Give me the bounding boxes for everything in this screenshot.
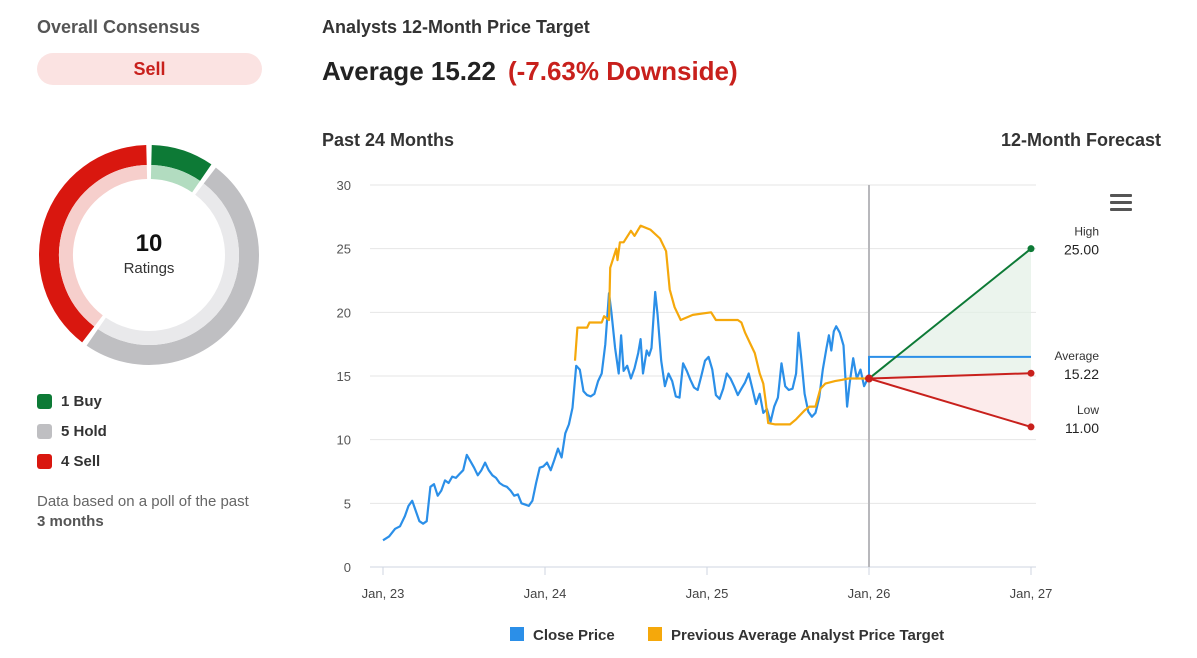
poll-note-text: Data based on a poll of the past bbox=[37, 493, 249, 510]
chart-legend-label-0: Close Price bbox=[533, 627, 615, 644]
series-line-1 bbox=[573, 224, 869, 426]
price-target-title: Analysts 12-Month Price Target bbox=[322, 17, 590, 37]
y-tick-label-2: 10 bbox=[337, 433, 351, 448]
chart-legend-swatch-1 bbox=[648, 627, 662, 641]
forecast-close-line bbox=[868, 355, 1031, 379]
donut-inner-segment-0 bbox=[150, 165, 201, 193]
y-tick-label-1: 5 bbox=[344, 496, 351, 511]
y-tick-label-0: 0 bbox=[344, 560, 351, 575]
forecast-high-label: High bbox=[1074, 225, 1099, 239]
donut-center: 10 Ratings bbox=[37, 230, 261, 277]
consensus-rating-badge: Sell bbox=[37, 53, 262, 85]
legend-hold-label: 5 Hold bbox=[61, 423, 107, 440]
x-tick-label-0: Jan, 23 bbox=[362, 586, 405, 601]
ratings-caption: Ratings bbox=[123, 260, 175, 277]
legend-hold: 5 Hold bbox=[37, 423, 107, 440]
forecast-high-line bbox=[868, 247, 1032, 380]
forecast-low-point bbox=[1027, 423, 1035, 431]
forecast-average-point bbox=[1027, 369, 1035, 377]
consensus-title: Overall Consensus bbox=[37, 17, 201, 37]
chart-menu-icon[interactable] bbox=[1110, 194, 1132, 215]
sell-swatch bbox=[37, 454, 52, 469]
x-tick-label-3: Jan, 26 bbox=[848, 586, 891, 601]
forecast-low-label: Low bbox=[1077, 403, 1099, 417]
chart-legend-label-1: Previous Average Analyst Price Target bbox=[671, 627, 944, 644]
ratings-donut-chart bbox=[39, 145, 259, 365]
x-tick-label-2: Jan, 25 bbox=[686, 586, 729, 601]
average-target-summary: Average 15.22 (-7.63% Downside) bbox=[322, 56, 738, 87]
forecast-average-line bbox=[868, 372, 1032, 380]
consensus-panel: Overall Consensus Sell 10 Ratings 1 Buy … bbox=[0, 0, 290, 658]
x-tick-label-1: Jan, 24 bbox=[524, 586, 567, 601]
forecast-average-label: Average bbox=[1055, 349, 1100, 363]
forecast-low-value: 11.00 bbox=[1065, 420, 1099, 436]
buy-swatch bbox=[37, 394, 52, 409]
donut-inner-segment-1 bbox=[97, 183, 239, 345]
x-tick-label-4: Jan, 27 bbox=[1010, 586, 1053, 601]
legend-sell: 4 Sell bbox=[37, 453, 100, 470]
average-target-value: Average 15.22 bbox=[322, 56, 496, 86]
donut-segment-0 bbox=[150, 145, 212, 182]
series-line-0 bbox=[382, 290, 870, 542]
forecast-high-value: 25.00 bbox=[1064, 242, 1099, 258]
forecast-low-area bbox=[869, 373, 1031, 427]
legend-buy-label: 1 Buy bbox=[61, 393, 102, 410]
legend-sell-label: 4 Sell bbox=[61, 453, 101, 470]
forecast-low-line bbox=[868, 377, 1032, 428]
chart-legend-swatch-0 bbox=[510, 627, 524, 641]
donut-segment-2 bbox=[39, 145, 147, 343]
y-tick-label-6: 30 bbox=[337, 178, 351, 193]
y-tick-label-5: 25 bbox=[337, 242, 351, 257]
y-tick-label-4: 20 bbox=[337, 305, 351, 320]
legend-buy: 1 Buy bbox=[37, 393, 102, 410]
forecast-high-area bbox=[869, 248, 1031, 379]
poll-note-period: 3 months bbox=[37, 513, 104, 530]
ratings-count: 10 bbox=[135, 230, 163, 257]
poll-note: Data based on a poll of the past 3 month… bbox=[37, 492, 257, 532]
past-section-label: Past 24 Months bbox=[322, 130, 455, 150]
donut-inner-segment-2 bbox=[59, 165, 148, 327]
forecast-high-point bbox=[1027, 245, 1035, 253]
y-tick-label-3: 15 bbox=[337, 369, 351, 384]
forecast-start-point bbox=[865, 374, 873, 383]
forecast-average-value: 15.22 bbox=[1064, 366, 1099, 382]
downside-percent: (-7.63% Downside) bbox=[507, 56, 738, 86]
forecast-section-label: 12-Month Forecast bbox=[1000, 130, 1161, 150]
donut-segment-1 bbox=[86, 167, 259, 365]
hold-swatch bbox=[37, 424, 52, 439]
